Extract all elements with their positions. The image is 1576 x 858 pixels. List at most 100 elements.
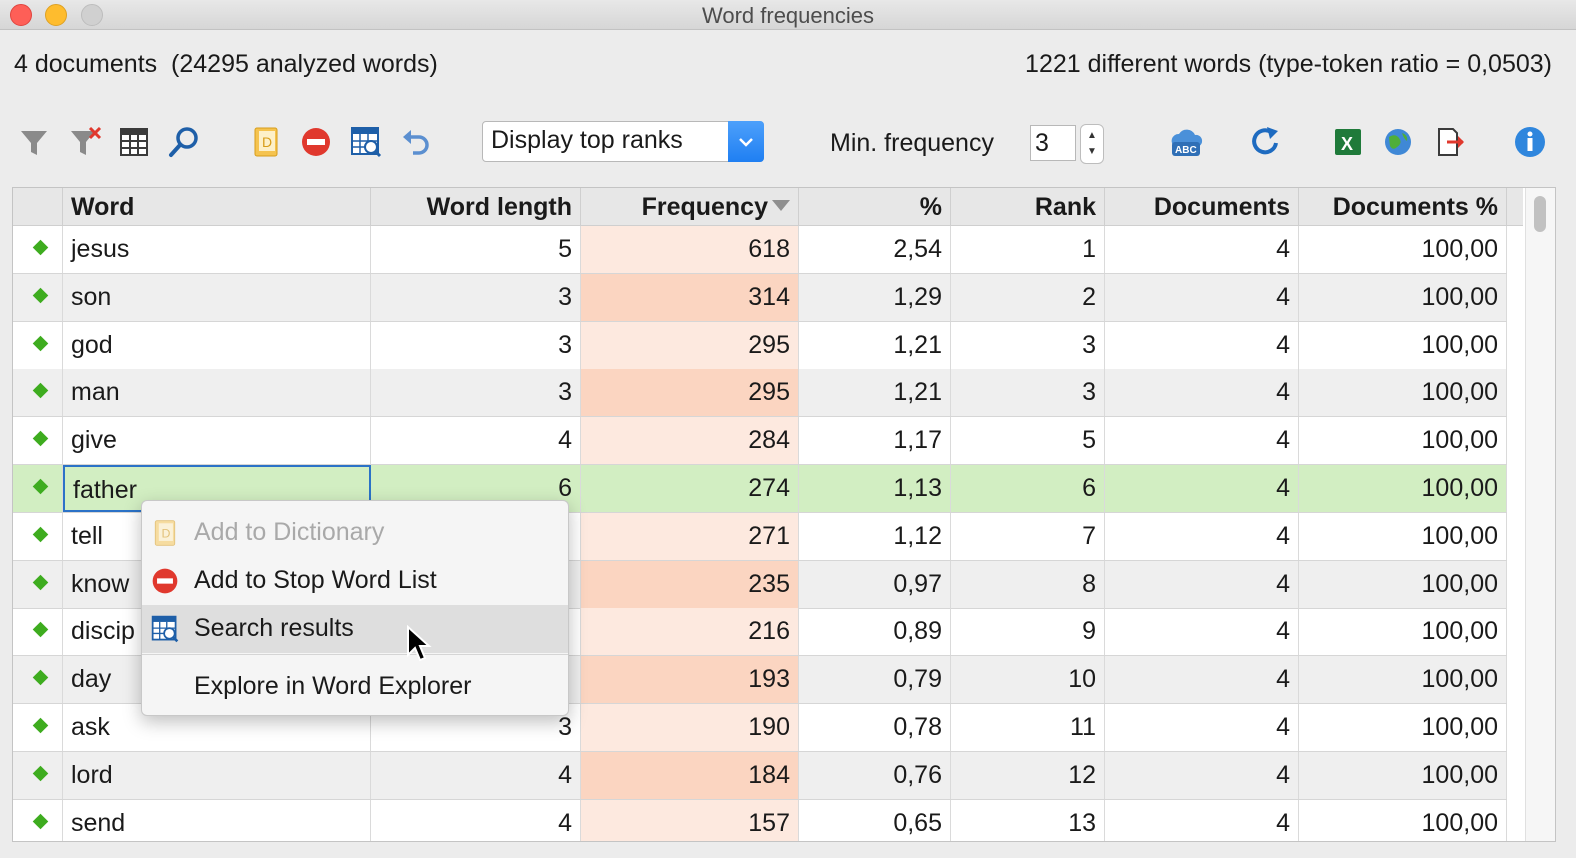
min-frequency-stepper[interactable]: ▲ ▼	[1080, 124, 1104, 164]
cell-frequency: 284	[581, 417, 799, 465]
web-export-icon[interactable]	[1378, 122, 1418, 162]
cell-word-length: 4	[371, 751, 581, 799]
row-marker-icon	[32, 383, 49, 399]
menu-item-label: Add to Dictionary	[194, 518, 385, 546]
scrollbar-thumb[interactable]	[1534, 196, 1546, 232]
cell-frequency: 274	[581, 465, 799, 512]
cell-frequency: 295	[581, 321, 799, 369]
table-row[interactable]: lord 4 184 0,76 12 4 100,00	[13, 751, 1507, 800]
cell-word[interactable]: ask	[63, 704, 371, 751]
cell-documents: 4	[1105, 560, 1299, 608]
minimize-window-button[interactable]	[45, 4, 67, 26]
table-row[interactable]: jesus 5 618 2,54 1 4 100,00	[13, 226, 1507, 274]
cell-word[interactable]: father	[63, 465, 371, 512]
excel-export-icon[interactable]: X	[1328, 122, 1368, 162]
cell-documents-percent: 100,00	[1299, 273, 1507, 321]
table-row[interactable]: discip 216 0,89 9 4 100,00	[13, 608, 1507, 657]
cell-word-length: 4	[371, 417, 581, 465]
row-marker-icon	[32, 765, 49, 782]
row-marker-icon	[32, 335, 49, 351]
row-marker-icon	[32, 717, 49, 734]
stop-word-icon	[152, 568, 178, 594]
stepper-down-icon[interactable]: ▼	[1087, 146, 1097, 157]
table-row[interactable]: send 4 157 0,65 13 4 100,00	[13, 799, 1507, 841]
cell-word[interactable]: god	[63, 321, 371, 369]
header-word[interactable]: Word	[63, 188, 371, 226]
cell-documents: 4	[1105, 751, 1299, 799]
cell-word[interactable]: jesus	[63, 226, 371, 273]
header-rank[interactable]: Rank	[951, 188, 1105, 226]
table-row[interactable]: god 3 295 1,21 3 4 100,00	[13, 321, 1507, 370]
min-frequency-input[interactable]: 3	[1030, 125, 1076, 161]
svg-text:D: D	[262, 134, 272, 150]
cell-word[interactable]: tell	[63, 512, 371, 560]
display-mode-select[interactable]: Display top ranks	[482, 121, 764, 162]
cell-rank: 12	[951, 751, 1105, 799]
table-row[interactable]: son 3 314 1,29 2 4 100,00	[13, 273, 1507, 322]
table-row[interactable]: ask 3 190 0,78 11 4 100,00	[13, 704, 1507, 752]
menu-separator	[142, 654, 568, 655]
row-marker-cell	[13, 560, 63, 608]
header-documents-percent[interactable]: Documents %	[1299, 188, 1507, 226]
table-row[interactable]: tell 271 1,12 7 4 100,00	[13, 512, 1507, 561]
cell-percent: 0,97	[799, 560, 951, 608]
cell-rank: 3	[951, 369, 1105, 417]
stepper-up-icon[interactable]: ▲	[1087, 130, 1097, 141]
menu-item-add-to-stop-word-list[interactable]: Add to Stop Word List	[142, 557, 568, 605]
cell-word[interactable]: man	[63, 369, 371, 417]
clear-filter-icon[interactable]	[66, 122, 106, 162]
cell-frequency: 157	[581, 799, 799, 841]
zoom-window-button[interactable]	[81, 4, 103, 26]
cell-frequency: 618	[581, 226, 799, 273]
table-row[interactable]: father 6 274 1,13 6 4 100,00	[13, 465, 1507, 513]
row-marker-icon	[32, 430, 49, 447]
menu-item-explore-in-word-explorer[interactable]: Explore in Word Explorer	[142, 663, 568, 711]
header-documents[interactable]: Documents	[1105, 188, 1299, 226]
filter-icon[interactable]	[14, 122, 54, 162]
cell-word[interactable]: know	[63, 560, 371, 608]
cell-documents-percent: 100,00	[1299, 751, 1507, 799]
export-icon[interactable]	[1430, 122, 1470, 162]
cell-word[interactable]: give	[63, 417, 371, 465]
cell-word[interactable]: day	[63, 656, 371, 704]
header-word-length[interactable]: Word length	[371, 188, 581, 226]
table-row[interactable]: give 4 284 1,17 5 4 100,00	[13, 417, 1507, 466]
table-header: Word Word length Frequency % Rank Docume…	[13, 188, 1523, 226]
cell-documents: 4	[1105, 656, 1299, 704]
search-results-icon	[151, 615, 179, 643]
cell-word-length: 3	[371, 369, 581, 417]
cell-frequency: 190	[581, 704, 799, 751]
cell-word[interactable]: send	[63, 799, 371, 841]
cell-word[interactable]: discip	[63, 608, 371, 656]
header-percent[interactable]: %	[799, 188, 951, 226]
row-marker-cell	[13, 512, 63, 560]
vertical-scrollbar[interactable]	[1525, 188, 1555, 841]
cell-documents: 4	[1105, 704, 1299, 751]
min-frequency-label: Min. frequency	[830, 129, 994, 157]
row-marker-icon	[32, 239, 49, 256]
info-icon[interactable]	[1510, 122, 1550, 162]
table-row[interactable]: man 3 295 1,21 3 4 100,00	[13, 369, 1507, 418]
spellcheck-icon[interactable]: ABC	[1166, 122, 1206, 162]
row-marker-icon	[32, 622, 49, 638]
close-window-button[interactable]	[10, 4, 32, 26]
menu-item-add-to-dictionary[interactable]: D Add to Dictionary	[142, 509, 568, 557]
stop-word-icon[interactable]	[296, 122, 336, 162]
cell-word-length	[371, 656, 581, 704]
cell-word-length	[371, 608, 581, 656]
dictionary-icon: D	[154, 520, 176, 546]
word-frequency-table[interactable]: Word Word length Frequency % Rank Docume…	[12, 187, 1556, 842]
refresh-icon[interactable]	[1246, 122, 1286, 162]
chevron-down-icon[interactable]	[728, 121, 764, 162]
cell-word[interactable]: son	[63, 273, 371, 321]
cell-rank: 5	[951, 417, 1105, 465]
header-frequency[interactable]: Frequency	[581, 188, 799, 226]
search-icon[interactable]	[164, 122, 204, 162]
dictionary-icon[interactable]: D	[246, 122, 286, 162]
cell-word-length: 3	[371, 273, 581, 321]
search-results-icon[interactable]	[346, 122, 386, 162]
menu-item-search-results[interactable]: Search results	[142, 605, 568, 653]
undo-icon[interactable]	[396, 122, 436, 162]
cell-word[interactable]: lord	[63, 751, 371, 799]
columns-icon[interactable]	[114, 122, 154, 162]
